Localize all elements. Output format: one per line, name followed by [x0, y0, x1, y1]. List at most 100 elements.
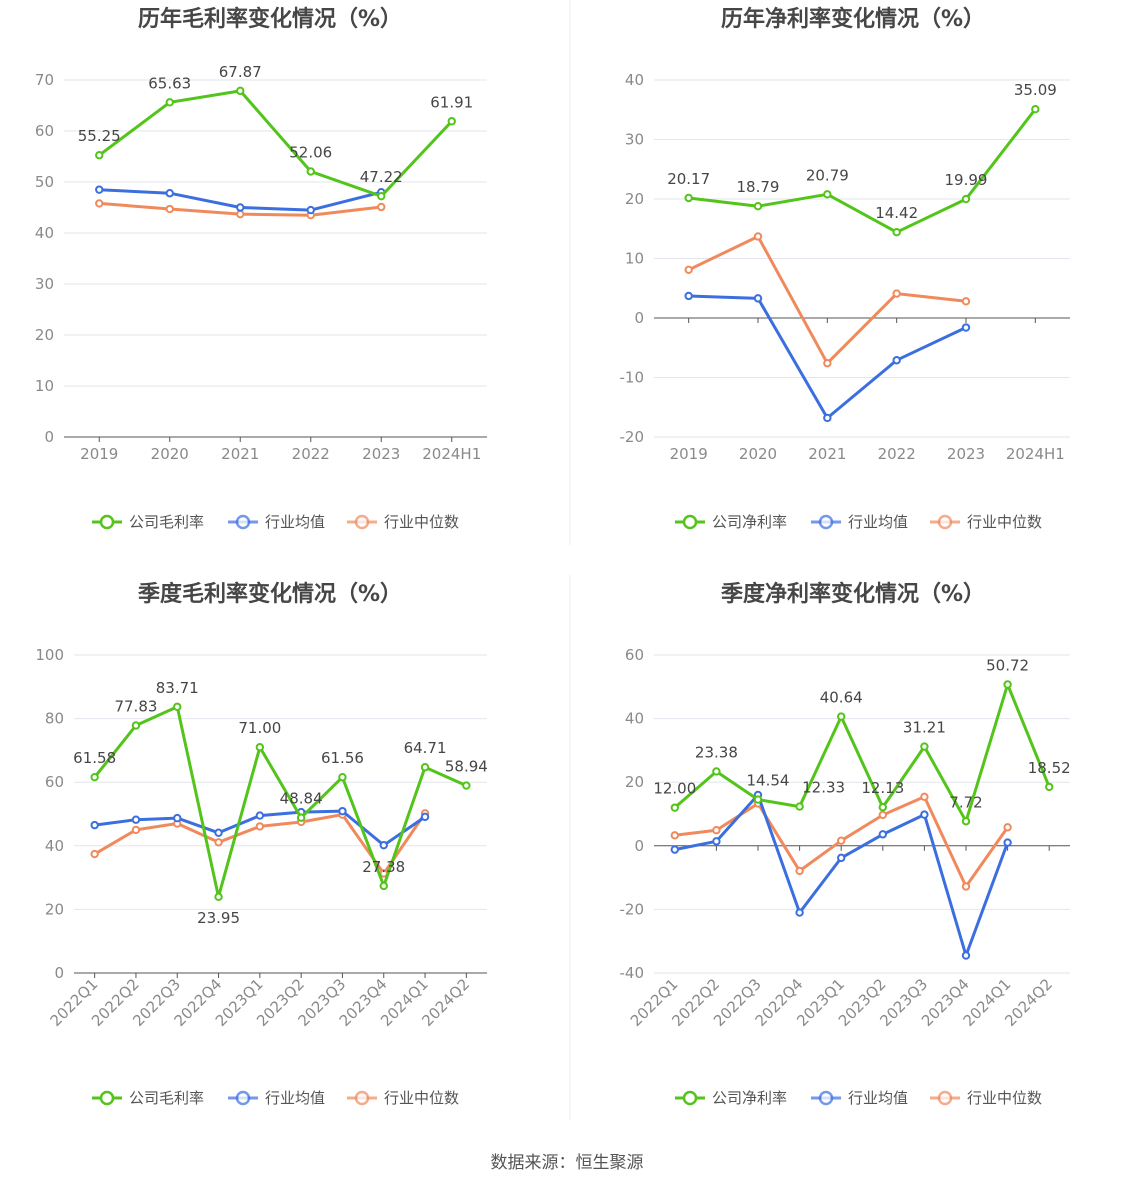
y-tick-label: 40: [45, 837, 64, 855]
y-tick-label: 50: [35, 173, 54, 191]
y-tick-label: 10: [35, 377, 54, 395]
x-tick-label: 2019: [80, 445, 118, 463]
legend-label: 行业均值: [265, 513, 325, 531]
data-label: 12.13: [861, 779, 904, 797]
data-point-median: [753, 232, 763, 241]
data-label: 58.94: [445, 758, 488, 776]
data-point-company: [878, 803, 887, 812]
data-point-company: [837, 712, 846, 721]
data-label: 40.64: [820, 689, 863, 707]
legend-marker-icon: [937, 1090, 953, 1106]
legend-label: 公司净利率: [712, 1089, 787, 1107]
data-label: 47.22: [360, 168, 403, 186]
data-point-company: [236, 86, 245, 96]
data-point-company: [892, 228, 901, 237]
y-tick-label: 0: [44, 428, 54, 446]
data-label: 35.09: [1014, 81, 1057, 99]
data-point-median: [165, 204, 174, 214]
chart-title: 季度毛利率变化情况（%）: [138, 581, 402, 607]
legend-label: 行业均值: [848, 513, 908, 531]
data-point-median: [878, 810, 887, 820]
data-point-avg: [684, 291, 693, 301]
data-label: 19.99: [945, 171, 988, 189]
x-tick-label: 2022: [292, 445, 330, 463]
legend-item-company: 公司毛利率: [92, 513, 204, 531]
y-tick-label: 40: [35, 224, 54, 242]
data-label: 20.17: [667, 170, 710, 188]
y-tick-label: 30: [625, 131, 644, 149]
legend-marker-icon: [354, 514, 370, 530]
x-tick-label: 2022: [878, 445, 916, 463]
data-label: 14.42: [875, 204, 918, 222]
data-point-company: [255, 743, 265, 752]
legend-label: 公司净利率: [712, 513, 787, 531]
data-point-avg: [753, 294, 763, 303]
y-tick-label: 60: [625, 646, 644, 664]
data-point-median: [712, 826, 721, 835]
legend-marker-icon: [818, 514, 834, 530]
legend-label: 公司毛利率: [129, 1089, 204, 1107]
data-point-median: [920, 792, 929, 802]
data-point-avg: [961, 323, 971, 332]
data-point-avg: [670, 845, 679, 854]
y-tick-label: 40: [625, 71, 644, 89]
x-tick-label: 2024H1: [422, 445, 481, 463]
data-point-company: [420, 763, 430, 772]
y-tick-label: -40: [620, 964, 645, 982]
y-tick-label: 20: [625, 773, 644, 791]
data-label: 64.71: [404, 739, 447, 757]
data-point-company: [670, 803, 679, 812]
data-point-median: [90, 849, 99, 859]
legend-item-company: 公司净利率: [675, 1089, 787, 1107]
legend-item-median: 行业中位数: [347, 1089, 459, 1107]
data-label: 48.84: [280, 790, 323, 808]
legend-marker-icon: [682, 514, 698, 530]
data-label: 27.38: [362, 858, 405, 876]
data-point-median: [823, 359, 832, 368]
legend-item-median: 行业中位数: [347, 513, 459, 531]
y-tick-label: 20: [625, 190, 644, 208]
data-point-company: [712, 767, 721, 776]
data-point-company: [306, 167, 315, 176]
data-point-avg: [338, 806, 347, 816]
data-point-median: [214, 838, 223, 847]
data-point-median: [670, 831, 679, 840]
data-point-company: [338, 773, 347, 782]
data-label: 71.00: [238, 719, 281, 737]
data-label: 12.33: [802, 779, 845, 797]
data-point-avg: [131, 815, 141, 824]
data-label: 31.21: [903, 719, 946, 737]
legend-marker-icon: [99, 514, 115, 530]
data-label: 61.56: [321, 749, 364, 767]
data-point-median: [95, 199, 104, 208]
legend-label: 行业均值: [265, 1089, 325, 1107]
data-point-avg: [236, 203, 245, 212]
legend-marker-icon: [235, 514, 251, 530]
y-tick-label: -20: [620, 428, 645, 446]
data-source-note: 数据来源：恒生聚源: [490, 1153, 644, 1173]
data-point-avg: [795, 908, 804, 917]
series-line-company: [98, 89, 453, 198]
data-label: 67.87: [219, 63, 262, 81]
data-point-company: [90, 772, 99, 782]
x-tick-label: 2019: [670, 445, 708, 463]
data-point-company: [377, 191, 386, 201]
data-point-company: [1031, 105, 1040, 114]
data-point-avg: [90, 820, 99, 830]
legend-label: 公司毛利率: [129, 513, 204, 531]
chart-panel-3: 季度毛利率变化情况（%）0204060801002022Q12022Q22022…: [35, 581, 487, 1107]
data-point-company: [379, 881, 388, 891]
x-tick-label: 2023: [362, 445, 400, 463]
legend-marker-icon: [235, 1090, 251, 1106]
legend-item-median: 行业中位数: [930, 513, 1042, 531]
data-point-median: [131, 825, 141, 835]
chart-title: 历年毛利率变化情况（%）: [138, 6, 402, 32]
chart-title: 历年净利率变化情况（%）: [721, 6, 985, 32]
data-label: 52.06: [289, 143, 332, 161]
data-point-avg: [379, 840, 388, 850]
series-line-avg: [688, 294, 967, 420]
series-line-company: [673, 683, 1051, 823]
y-tick-label: 80: [45, 710, 64, 728]
legend-marker-icon: [682, 1090, 698, 1106]
data-point-avg: [1003, 838, 1012, 847]
